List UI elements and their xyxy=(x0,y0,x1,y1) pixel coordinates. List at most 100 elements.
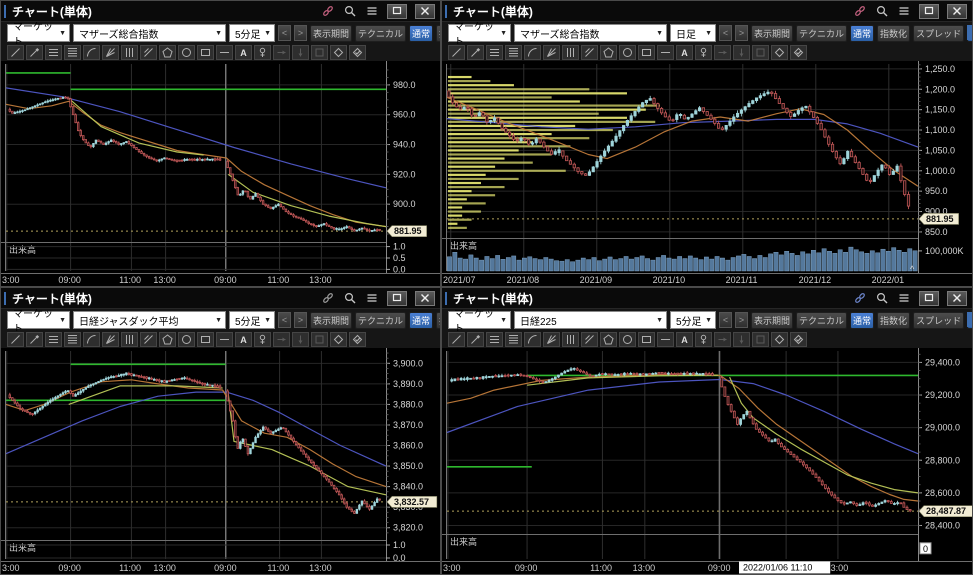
tool-fan-lines[interactable] xyxy=(102,331,119,347)
instrument-select[interactable]: マザーズ総合指数 ▼ xyxy=(73,24,226,42)
timeframe-select[interactable]: 5分足 ▼ xyxy=(670,311,716,329)
technical-button[interactable]: テクニカル xyxy=(355,311,407,329)
tool-arc[interactable] xyxy=(524,331,541,347)
tool-fan-lines[interactable] xyxy=(543,44,560,60)
tool-fan-lines[interactable] xyxy=(102,44,119,60)
technical-button[interactable]: テクニカル xyxy=(355,24,407,42)
tool-eraser-all[interactable] xyxy=(349,331,366,347)
tool-arc[interactable] xyxy=(524,44,541,60)
search-icon[interactable] xyxy=(875,291,889,305)
next-period-button[interactable]: > xyxy=(294,312,307,328)
menu-icon[interactable] xyxy=(365,4,379,18)
maximize-button[interactable] xyxy=(919,3,939,19)
maximize-button[interactable] xyxy=(387,290,407,306)
tool-text[interactable]: A xyxy=(235,331,252,347)
tool-v-lines[interactable] xyxy=(121,331,138,347)
tool-price-pin[interactable] xyxy=(695,331,712,347)
menu-icon[interactable] xyxy=(365,291,379,305)
search-icon[interactable] xyxy=(343,291,357,305)
tool-h-lines[interactable] xyxy=(45,44,62,60)
tool-v-lines[interactable] xyxy=(562,44,579,60)
timeframe-select[interactable]: 5分足 ▼ xyxy=(229,24,275,42)
tool-rectangle[interactable] xyxy=(197,331,214,347)
tool-marker-pen[interactable] xyxy=(467,331,484,347)
market-select[interactable]: マーケット ▼ xyxy=(7,309,70,331)
spread-mode-button[interactable]: スプレッド xyxy=(913,24,965,42)
tool-h-lines-dense[interactable] xyxy=(64,44,81,60)
close-button[interactable] xyxy=(415,290,435,306)
tool-price-pin[interactable] xyxy=(254,331,271,347)
technical-button[interactable]: テクニカル xyxy=(796,24,848,42)
chart-canvas[interactable]: 3,900.0 3,890.0 3,880.0 3,870.0 3,860.0 3,850… xyxy=(1,348,440,574)
display-period-button[interactable]: 表示期間 xyxy=(310,24,353,42)
menu-icon[interactable] xyxy=(897,4,911,18)
tool-trend-line[interactable] xyxy=(7,44,24,60)
tool-eraser[interactable] xyxy=(771,331,788,347)
tool-v-lines[interactable] xyxy=(562,331,579,347)
prev-period-button[interactable]: < xyxy=(278,312,291,328)
tool-h-lines-dense[interactable] xyxy=(505,331,522,347)
indexed-mode-button[interactable]: 指数化 xyxy=(436,24,440,42)
prev-period-button[interactable]: < xyxy=(278,25,291,41)
timeframe-select[interactable]: 日足 ▼ xyxy=(670,24,716,42)
tool-pentagon[interactable] xyxy=(600,331,617,347)
panel-titlebar[interactable]: チャート(単体) xyxy=(1,1,440,22)
link-icon[interactable] xyxy=(321,4,335,18)
tool-h-segment[interactable] xyxy=(216,44,233,60)
next-period-button[interactable]: > xyxy=(294,25,307,41)
tool-ellipse[interactable] xyxy=(178,331,195,347)
instrument-select[interactable]: マザーズ総合指数 ▼ xyxy=(514,24,667,42)
tool-h-lines-dense[interactable] xyxy=(505,44,522,60)
tool-eraser[interactable] xyxy=(330,331,347,347)
link-icon[interactable] xyxy=(321,291,335,305)
normal-mode-button[interactable]: 通常 xyxy=(409,311,434,329)
prev-period-button[interactable]: < xyxy=(719,25,732,41)
tool-v-lines[interactable] xyxy=(121,44,138,60)
chart-plot[interactable]: 980.0 960.0 940.0 920.0 900.0 出来高 1.00.50.0 881… xyxy=(1,61,440,286)
docked-tool-icon[interactable] xyxy=(967,25,972,40)
maximize-button[interactable] xyxy=(919,290,939,306)
market-select[interactable]: マーケット ▼ xyxy=(7,22,70,44)
tool-rectangle[interactable] xyxy=(197,44,214,60)
tool-angle-line[interactable] xyxy=(140,44,157,60)
close-button[interactable] xyxy=(947,3,967,19)
close-button[interactable] xyxy=(947,290,967,306)
display-period-button[interactable]: 表示期間 xyxy=(751,24,794,42)
tool-rectangle[interactable] xyxy=(638,44,655,60)
indexed-mode-button[interactable]: 指数化 xyxy=(436,311,440,329)
search-icon[interactable] xyxy=(875,4,889,18)
chart-plot[interactable]: 29,400.0 29,200.0 29,000.0 28,800.0 28,600.0… xyxy=(442,348,972,574)
tool-eraser-all[interactable] xyxy=(790,331,807,347)
market-select[interactable]: マーケット ▼ xyxy=(448,309,511,331)
tool-arc[interactable] xyxy=(83,44,100,60)
tool-h-segment[interactable] xyxy=(657,331,674,347)
search-icon[interactable] xyxy=(343,4,357,18)
chart-canvas[interactable]: 29,400.0 29,200.0 29,000.0 28,800.0 28,600.0… xyxy=(442,348,972,574)
tool-arc[interactable] xyxy=(83,331,100,347)
tool-h-segment[interactable] xyxy=(216,331,233,347)
tool-eraser[interactable] xyxy=(330,44,347,60)
chart-plot[interactable]: 1,250.0 1,200.0 1,150.0 1,100.0 1,050.0 1,000… xyxy=(442,61,972,286)
display-period-button[interactable]: 表示期間 xyxy=(751,311,794,329)
tool-eraser-all[interactable] xyxy=(790,44,807,60)
panel-titlebar[interactable]: チャート(単体) xyxy=(1,288,440,309)
indexed-mode-button[interactable]: 指数化 xyxy=(877,311,911,329)
tool-pentagon[interactable] xyxy=(600,44,617,60)
chart-canvas[interactable]: 980.0 960.0 940.0 920.0 900.0 出来高 1.0 0.5 0.0 881… xyxy=(1,61,440,286)
panel-titlebar[interactable]: チャート(単体) xyxy=(442,1,972,22)
chart-canvas[interactable]: 1,250.0 1,200.0 1,150.0 1,100.0 1,050.0 1,000… xyxy=(442,61,972,286)
tool-eraser[interactable] xyxy=(771,44,788,60)
chart-plot[interactable]: 3,900.0 3,890.0 3,880.0 3,870.0 3,860.0 3,850… xyxy=(1,348,440,574)
link-icon[interactable] xyxy=(853,291,867,305)
menu-icon[interactable] xyxy=(897,291,911,305)
tool-angle-line[interactable] xyxy=(581,44,598,60)
tool-h-segment[interactable] xyxy=(657,44,674,60)
normal-mode-button[interactable]: 通常 xyxy=(850,311,875,329)
indexed-mode-button[interactable]: 指数化 xyxy=(877,24,911,42)
tool-ellipse[interactable] xyxy=(178,44,195,60)
tool-trend-line[interactable] xyxy=(448,331,465,347)
maximize-button[interactable] xyxy=(387,3,407,19)
tool-trend-line[interactable] xyxy=(448,44,465,60)
next-period-button[interactable]: > xyxy=(735,25,748,41)
panel-titlebar[interactable]: チャート(単体) xyxy=(442,288,972,309)
